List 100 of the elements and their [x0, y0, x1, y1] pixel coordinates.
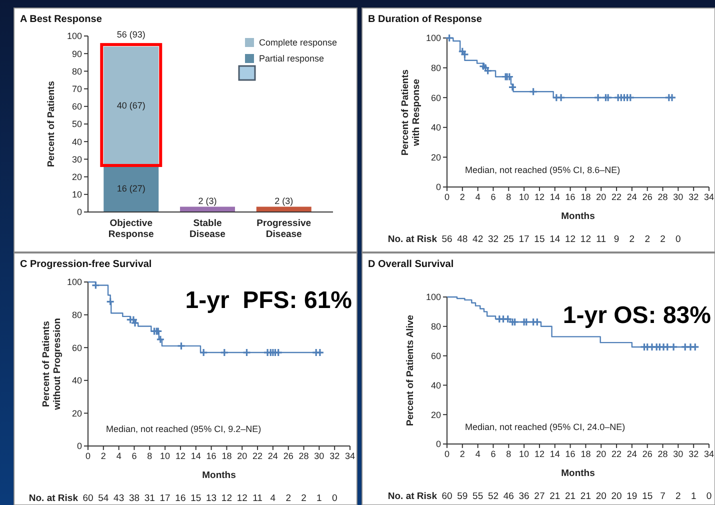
chart-title: D Overall Survival [368, 259, 454, 270]
y-axis-title: Percent of Patients [46, 80, 57, 168]
x-tick-label: 12 [534, 192, 544, 202]
chart-title: A Best Response [20, 14, 102, 25]
total-label: 56 (93) [116, 30, 146, 40]
y-tick-label: 60 [430, 350, 441, 361]
x-tick-label: Progressive Disease [256, 218, 312, 240]
point [680, 342, 690, 352]
annotation: Median, not reached (95% CI, 24.0–NE) [465, 422, 626, 432]
data-label: 2 (3) [198, 196, 217, 206]
x-tick-label: 16 [206, 451, 216, 461]
y-tick-label: 100 [66, 277, 82, 288]
x-tick-label: 10 [519, 192, 530, 202]
x-tick-label: 20 [596, 449, 606, 459]
y-tick-label: 70 [72, 84, 82, 94]
x-tick-label: 30 [314, 451, 324, 461]
y-tick-label: 20 [72, 172, 82, 182]
point [594, 93, 602, 102]
x-tick-label: 22 [252, 451, 263, 461]
x-tick-label: 2 [100, 451, 106, 461]
point [663, 342, 672, 352]
y-tick-label: 40 [72, 136, 82, 147]
y-tick-label: 90 [72, 48, 82, 59]
x-tick-label: Stable Disease [190, 218, 226, 240]
y-tick-label: 50 [72, 119, 82, 130]
y-axis-title: Percent of Patients with Response [400, 69, 422, 156]
x-tick-label: 2 [460, 449, 465, 459]
y-tick-label: 0 [76, 441, 82, 452]
y-tick-label: 80 [72, 310, 82, 320]
point [604, 93, 612, 102]
x-tick-label: 32 [330, 451, 340, 461]
y-tick-label: 0 [76, 207, 82, 218]
y-tick-label: 60 [430, 92, 441, 103]
x-tick-label: 10 [519, 449, 530, 459]
point [199, 348, 208, 357]
x-tick-label: 26 [642, 192, 652, 202]
x-tick-label: 4 [475, 449, 480, 459]
point [529, 87, 538, 96]
y-tick-label: 40 [430, 380, 441, 390]
data-label: 16 (27) [116, 183, 146, 194]
y-tick-label: 80 [430, 322, 441, 332]
x-tick-label: 0 [444, 192, 450, 202]
point [669, 342, 678, 352]
x-tick-label: 34 [704, 449, 714, 459]
annotation: 1-yr PFS: 61% [185, 287, 352, 314]
y-axis-title: Percent of Patients Alive [405, 314, 416, 426]
x-tick-label: 8 [506, 449, 512, 459]
point [106, 297, 115, 306]
annotation: Median, not reached (95% CI, 9.2–NE) [106, 424, 262, 434]
point [508, 82, 517, 92]
y-tick-label: 40 [72, 376, 82, 386]
x-tick-label: 30 [673, 449, 684, 459]
x-tick-label: 14 [550, 192, 560, 202]
x-tick-label: 12 [175, 451, 186, 461]
chart-title: B Duration of Response [368, 14, 482, 25]
x-axis-title: Months [202, 470, 236, 481]
point [91, 280, 100, 290]
x-tick-label: 18 [580, 449, 591, 459]
x-tick-label: 2 [460, 192, 465, 202]
x-tick-label: 28 [658, 449, 668, 459]
y-tick-label: 80 [430, 62, 441, 73]
x-tick-label: 18 [222, 451, 232, 461]
y-tick-label: 60 [72, 342, 82, 353]
y-tick-label: 80 [72, 66, 82, 76]
legend-label: Complete response [259, 38, 338, 48]
y-tick-label: 0 [436, 439, 441, 450]
x-tick-label: 16 [565, 449, 576, 459]
x-tick-label: 32 [688, 449, 699, 459]
x-tick-label: 6 [490, 449, 496, 459]
x-tick-label: 26 [283, 451, 294, 461]
y-tick-label: 20 [430, 152, 441, 162]
x-tick-label: 28 [658, 192, 668, 202]
y-tick-label: 40 [430, 122, 441, 133]
chart-title: C Progression-free Survival [20, 259, 152, 270]
point [460, 50, 470, 59]
x-tick-label: 12 [534, 449, 544, 459]
point [316, 348, 324, 357]
point [156, 335, 165, 344]
x-tick-label: 32 [688, 192, 699, 202]
y-tick-label: 20 [72, 408, 82, 418]
point [220, 348, 229, 357]
y-tick-label: 20 [430, 410, 441, 420]
point [556, 93, 566, 102]
x-tick-label: 8 [506, 192, 512, 202]
y-tick-label: 100 [426, 33, 441, 44]
y-tick-label: 30 [72, 154, 82, 164]
y-tick-label: 60 [72, 102, 82, 112]
y-tick-label: 100 [426, 292, 441, 302]
point [176, 342, 186, 350]
y-tick-label: 100 [66, 31, 82, 42]
x-tick-label: 34 [344, 451, 356, 461]
text: No. at Risk 56 48 42 32 25 17 15 14 12 12 11 9 2 2 2 0 [388, 234, 681, 245]
x-tick-label: 24 [268, 451, 278, 461]
x-tick-label: 34 [704, 192, 714, 202]
annotation: 1-yr OS: 83% [562, 302, 711, 329]
x-tick-label: 20 [596, 192, 606, 202]
x-tick-label: 0 [444, 449, 450, 459]
x-tick-label: 16 [565, 192, 576, 202]
text: No. at Risk 60 59 55 52 46 36 27 21 21 21 20 20 19 15 7 2 1 0 [388, 491, 712, 502]
x-tick-label: 24 [626, 192, 637, 202]
